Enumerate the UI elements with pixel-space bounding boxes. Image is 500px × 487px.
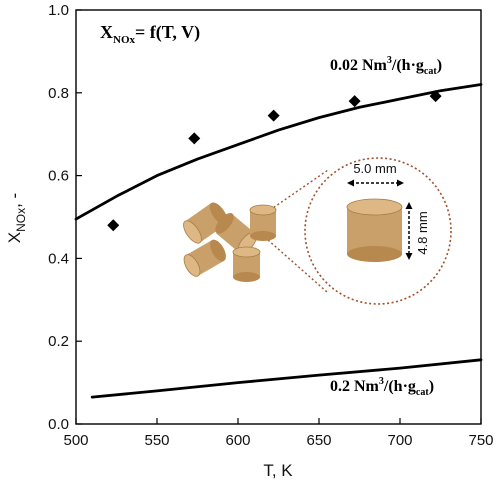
series-layer (74, 83, 483, 399)
series-label-lower: 0.2 Nm3/(h·gcat) (330, 376, 434, 398)
height-arrow (405, 202, 413, 260)
pellet-3 (249, 204, 277, 241)
x-axis-title: T, K (263, 461, 293, 480)
height-label: 4.8 mm (415, 211, 430, 254)
y-tick-label: 0.2 (48, 333, 69, 350)
pellet-pile (183, 202, 277, 282)
inset-leader-top (269, 169, 329, 211)
pellet-magnified (346, 198, 403, 262)
data-point-marker (107, 219, 120, 232)
equation-label: XNOx= f(T, V) (100, 22, 200, 46)
y-axis-ticks: 0.0 0.2 0.4 0.6 0.8 1.0 (48, 2, 82, 433)
model-curve-2 (90, 358, 483, 399)
equation-rhs: = f(T, V) (135, 22, 200, 43)
y-axis-title: XNOx, - (5, 193, 28, 243)
data-point-marker (188, 132, 201, 145)
data-point-marker (348, 95, 361, 108)
x-tick-label: 650 (306, 432, 331, 449)
y-tick-label: 0.6 (48, 168, 69, 185)
x-tick-label: 550 (144, 432, 169, 449)
pellet-5 (232, 246, 261, 282)
x-tick-label: 750 (468, 432, 493, 449)
diameter-label: 5.0 mm (353, 161, 396, 176)
y-tick-label: 0.0 (48, 416, 69, 433)
y-tick-label: 0.8 (48, 85, 69, 102)
x-axis-ticks: 500 550 600 650 700 750 (63, 418, 494, 449)
series-label-upper: 0.02 Nm3/(h·gcat) (330, 55, 442, 77)
x-tick-label: 500 (63, 432, 88, 449)
y-tick-label: 0.4 (48, 250, 69, 267)
pellet-inset: 5.0 mm 4.8 mm (183, 157, 452, 305)
equation-variable: X (100, 22, 113, 42)
equation-subscript: NOx (113, 34, 136, 46)
y-axis-title-subscript: NOx (14, 208, 28, 232)
y-axis-title-suffix: , - (5, 193, 24, 208)
x-tick-label: 600 (225, 432, 250, 449)
plot-frame (75, 9, 482, 425)
data-point-marker (267, 109, 280, 122)
x-tick-label: 700 (387, 432, 412, 449)
model-curve-1 (74, 83, 483, 221)
diameter-arrow (347, 179, 404, 187)
pellet-4 (183, 239, 226, 277)
y-tick-label: 1.0 (48, 2, 69, 19)
data-point-marker (429, 90, 442, 103)
